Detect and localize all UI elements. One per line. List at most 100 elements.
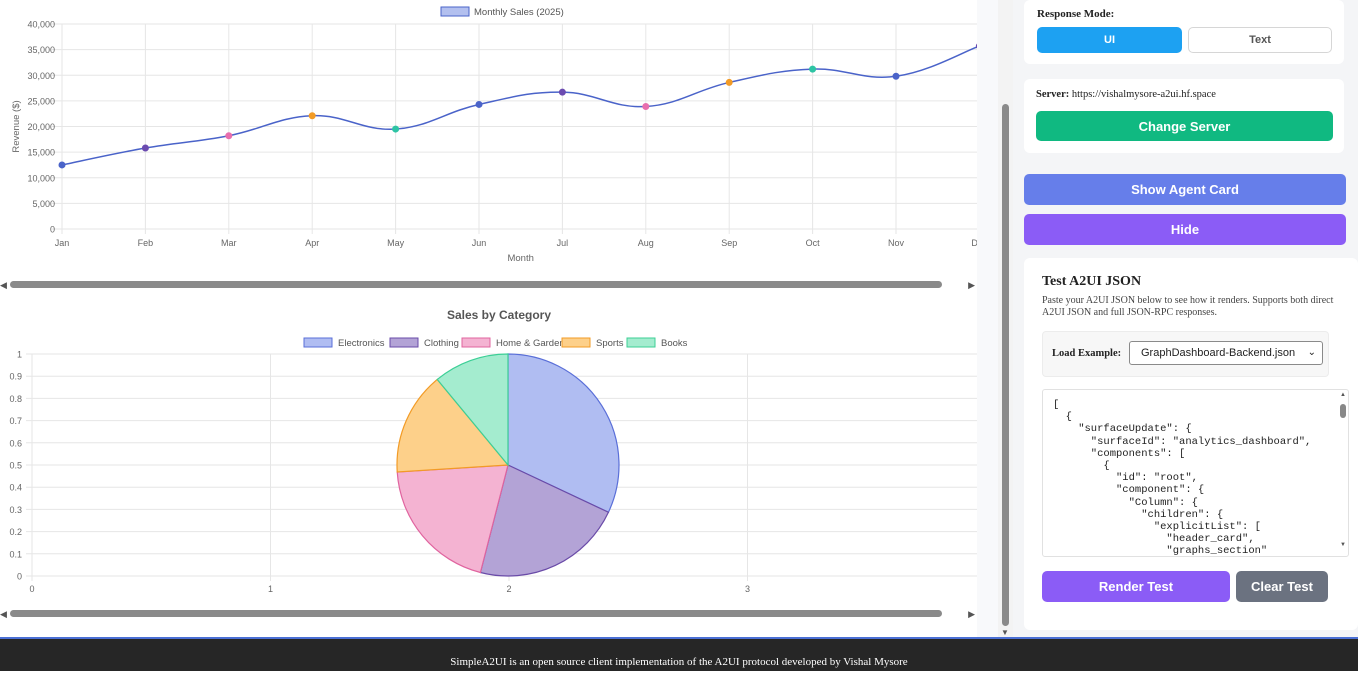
y-tick-label: 0.1 — [9, 549, 22, 559]
data-point — [392, 125, 400, 133]
x-tick-label: 2 — [506, 584, 511, 594]
vertical-scrollbar[interactable]: ▼ — [998, 0, 1013, 637]
y-tick-label: 20,000 — [27, 122, 55, 132]
data-point — [58, 161, 66, 169]
pie-chart-title: Sales by Category — [447, 308, 551, 322]
data-point — [225, 132, 233, 140]
legend-label: Home & Garden — [496, 338, 565, 349]
server-label: Server: — [1036, 89, 1070, 100]
y-tick-label: 10,000 — [27, 173, 55, 183]
x-tick-label: Feb — [138, 238, 154, 248]
y-tick-label: 0.5 — [9, 461, 22, 471]
load-example-label: Load Example: — [1052, 348, 1122, 359]
data-point — [642, 103, 650, 111]
x-tick-label: Oct — [806, 238, 821, 248]
pie-chart: Sales by Category 0 0.1 0.2 0.3 0.4 0.5 0.6 0.7 0… — [9, 308, 977, 594]
load-example-value: GraphDashboard-Backend.json — [1141, 347, 1296, 359]
y-tick-label: 5,000 — [32, 199, 55, 209]
scrollbar-thumb[interactable] — [10, 281, 942, 288]
y-tick-label: 15,000 — [27, 148, 55, 158]
scroll-down-icon[interactable]: ▼ — [1001, 628, 1009, 637]
y-tick-label: 25,000 — [27, 96, 55, 106]
legend-label: Electronics — [338, 338, 385, 349]
pie-chart-legend: Electronics Clothing Home & Garden Sports Bo… — [303, 337, 688, 349]
load-example-select[interactable]: GraphDashboard-Backend.json ⌄ — [1129, 341, 1323, 365]
show-agent-card-button[interactable]: Show Agent Card — [1024, 174, 1346, 205]
y-axis-label: Revenue ($) — [11, 100, 22, 152]
load-example-row: Load Example: GraphDashboard-Backend.jso… — [1042, 331, 1329, 377]
legend-label: Monthly Sales (2025) — [474, 7, 564, 18]
x-tick-label: Jan — [55, 238, 70, 248]
y-tick-label: 0.9 — [9, 372, 22, 382]
y-tick-label: 0.4 — [9, 483, 22, 493]
scrollbar-thumb[interactable] — [1340, 404, 1346, 418]
y-tick-label: 0.6 — [9, 438, 22, 448]
legend-swatch — [440, 6, 470, 17]
data-point — [475, 100, 483, 108]
legend-swatch — [626, 337, 656, 348]
x-tick-label: Jul — [557, 238, 569, 248]
line-chart-legend: Monthly Sales (2025) — [440, 6, 564, 18]
legend-label: Clothing — [424, 338, 459, 349]
chart-panel: 0 5,000 10,000 15,000 20,000 25,000 30,000 35,0… — [0, 6, 977, 621]
clear-test-button[interactable]: Clear Test — [1236, 571, 1328, 602]
data-point — [141, 144, 149, 152]
change-server-button[interactable]: Change Server — [1036, 111, 1333, 141]
series-line — [61, 46, 977, 166]
x-tick-label: Apr — [305, 238, 319, 248]
data-point — [975, 43, 977, 49]
response-mode-card: Response Mode: UI Text — [1024, 0, 1344, 64]
scroll-left-icon[interactable]: ◀ — [0, 280, 7, 290]
y-tick-label: 0 — [50, 225, 55, 235]
x-tick-label: Jun — [472, 238, 487, 248]
y-tick-label: 0.3 — [9, 505, 22, 515]
response-mode-label: Response Mode: — [1037, 8, 1115, 20]
x-tick-label: Nov — [888, 238, 905, 248]
footer-text: SimpleA2UI is an open source client impl… — [450, 656, 908, 668]
test-json-title: Test A2UI JSON — [1042, 274, 1142, 289]
scroll-left-icon[interactable]: ◀ — [0, 609, 7, 619]
scrollbar-thumb[interactable] — [10, 610, 942, 617]
legend-label: Books — [661, 338, 688, 349]
data-point — [308, 112, 316, 120]
render-test-button[interactable]: Render Test — [1042, 571, 1230, 602]
scrollbar-thumb[interactable] — [1002, 104, 1009, 626]
legend-swatch — [461, 337, 491, 348]
scroll-right-icon[interactable]: ▶ — [968, 280, 975, 290]
mode-ui-button[interactable]: UI — [1037, 27, 1182, 53]
textarea-scrollbar[interactable]: ▲ ▼ — [1340, 392, 1346, 552]
data-point — [725, 78, 733, 86]
json-textarea[interactable]: [ { "surfaceUpdate": { "surfaceId": "ana… — [1042, 389, 1349, 557]
legend-swatch — [561, 337, 591, 348]
scroll-right-icon[interactable]: ▶ — [968, 609, 975, 619]
server-info: Server: https://vishalmysore-a2ui.hf.spa… — [1036, 89, 1216, 100]
x-axis-label: Month — [507, 253, 533, 264]
pie-slice — [507, 353, 620, 514]
x-tick-label: May — [387, 238, 405, 248]
mode-text-button[interactable]: Text — [1188, 27, 1332, 53]
data-point — [558, 88, 566, 96]
x-tick-label: 1 — [268, 584, 273, 594]
y-tick-label: 0.2 — [9, 527, 22, 537]
x-tick-label: Mar — [221, 238, 237, 248]
footer: SimpleA2UI is an open source client impl… — [0, 637, 1358, 671]
x-tick-label: Dec — [971, 238, 977, 248]
scroll-down-icon[interactable]: ▼ — [1340, 542, 1346, 548]
y-tick-label: 40,000 — [27, 20, 55, 30]
data-point — [892, 72, 900, 80]
pie-slice — [396, 378, 510, 473]
line-chart-horizontal-scrollbar[interactable]: ◀ ▶ — [0, 278, 977, 292]
y-tick-label: 35,000 — [27, 45, 55, 55]
x-tick-label: 0 — [29, 584, 34, 594]
x-tick-label: Aug — [638, 238, 654, 248]
chevron-down-icon: ⌄ — [1307, 347, 1316, 358]
legend-swatch — [303, 337, 333, 348]
hide-button[interactable]: Hide — [1024, 214, 1346, 245]
server-url: https://vishalmysore-a2ui.hf.space — [1071, 89, 1216, 100]
pie-chart-horizontal-scrollbar[interactable]: ◀ ▶ — [0, 607, 977, 621]
data-point — [809, 65, 817, 73]
y-tick-label: 0 — [17, 572, 22, 582]
test-json-description: Paste your A2UI JSON below to see how it… — [1042, 295, 1334, 318]
scroll-up-icon[interactable]: ▲ — [1340, 392, 1346, 398]
line-chart: 0 5,000 10,000 15,000 20,000 25,000 30,000 35,0… — [11, 6, 977, 264]
